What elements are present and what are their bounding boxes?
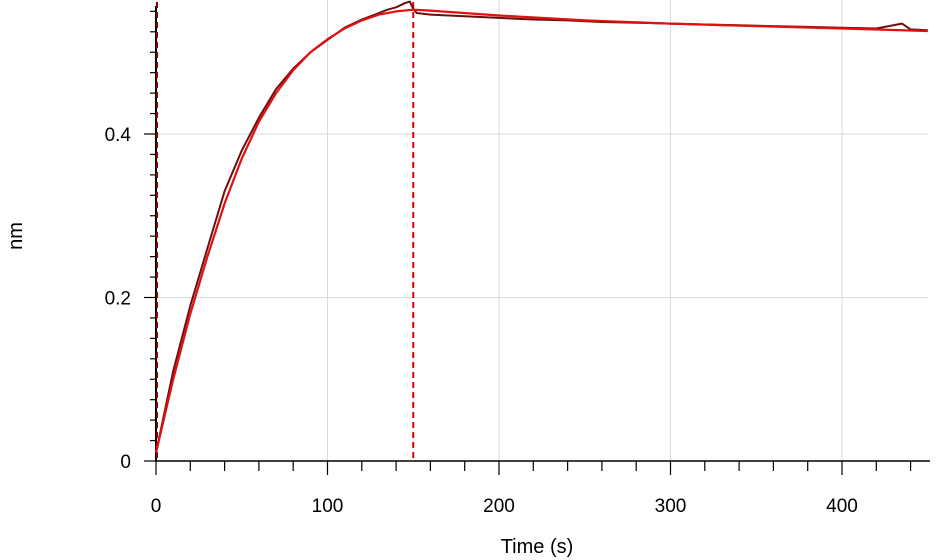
vertical-markers <box>156 2 415 461</box>
y-tick-label: 0.2 <box>105 289 131 310</box>
x-axis-label: Time (s) <box>501 536 574 558</box>
x-tick-label: 0 <box>151 496 162 517</box>
x-tick-label: 300 <box>655 496 687 517</box>
y-axis-label: nm <box>5 222 27 250</box>
y-tick-label: 0 <box>120 452 131 473</box>
x-tick-label: 200 <box>483 496 515 517</box>
series-line-fit <box>154 8 928 454</box>
y-tick-label: 0.4 <box>105 125 132 146</box>
series-line-measured <box>155 0 928 454</box>
grid <box>156 0 928 461</box>
x-tick-label: 400 <box>826 496 858 517</box>
tick-labels: 0 100 200 300 400 0 0.2 0.4 <box>105 125 858 517</box>
x-tick-label: 100 <box>312 496 344 517</box>
series-group <box>154 0 928 454</box>
axes <box>144 6 930 475</box>
